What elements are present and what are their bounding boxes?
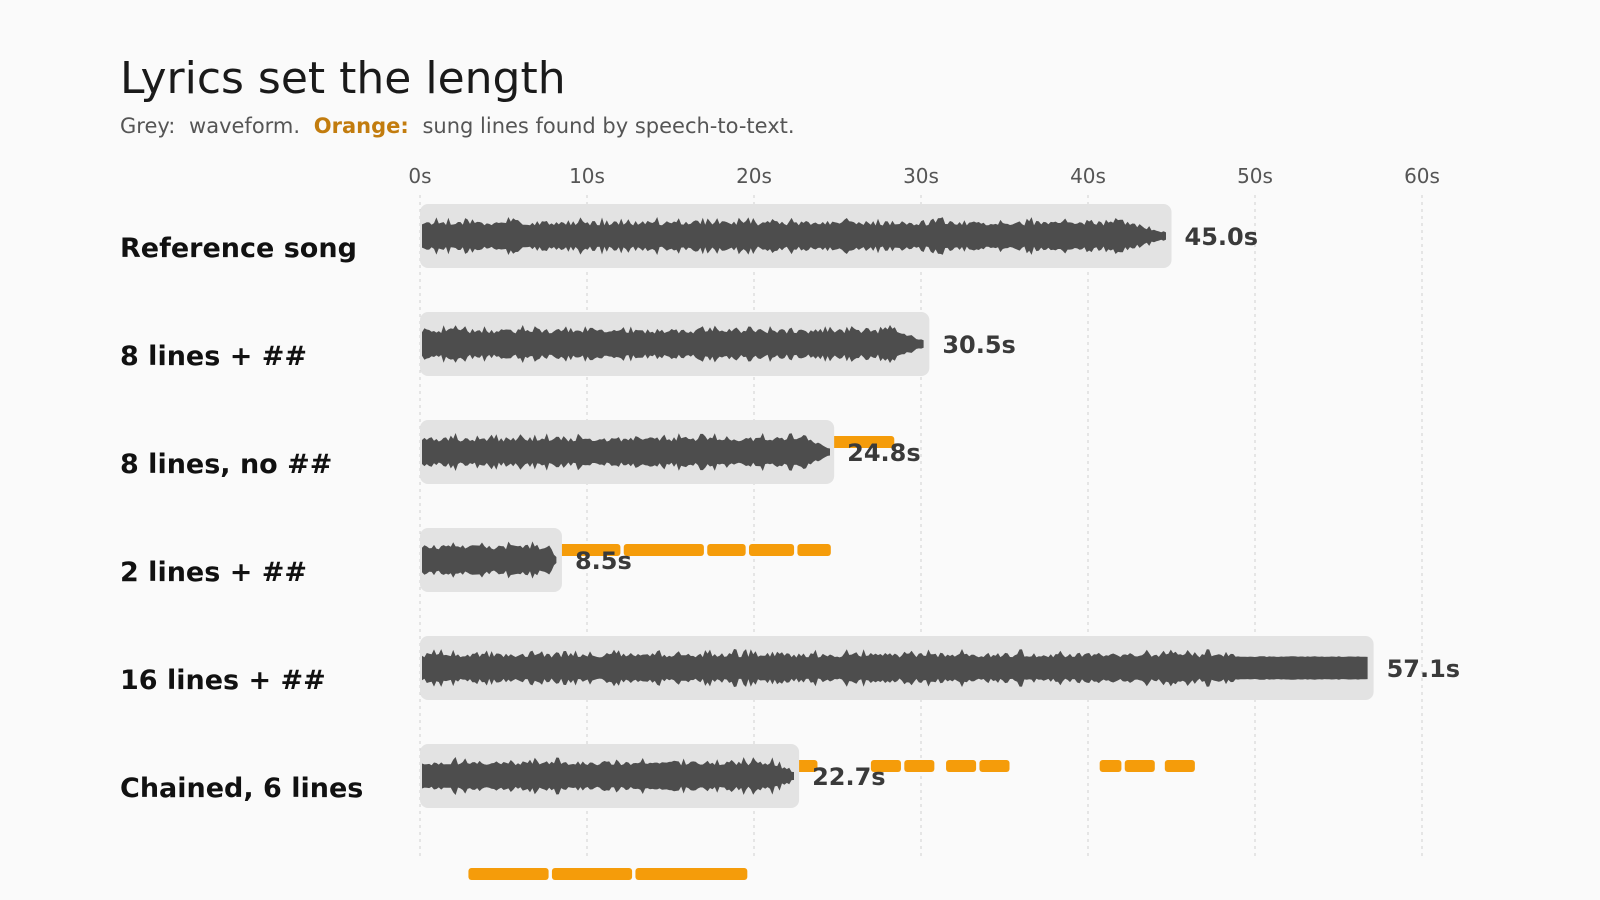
x-tick-label: 50s bbox=[1237, 164, 1273, 188]
sung-line-segment bbox=[822, 436, 895, 448]
waveform bbox=[422, 325, 924, 363]
x-tick-label: 0s bbox=[408, 164, 431, 188]
sung-line-segment bbox=[979, 760, 1010, 772]
sung-line-segment bbox=[1164, 760, 1195, 772]
waveform bbox=[422, 217, 1166, 255]
duration-label: 57.1s bbox=[1387, 655, 1461, 683]
x-tick-label: 30s bbox=[903, 164, 939, 188]
x-tick-label: 20s bbox=[736, 164, 772, 188]
waveform bbox=[422, 541, 557, 579]
sung-line-segment bbox=[707, 544, 746, 556]
waveform bbox=[422, 649, 1368, 687]
row-group: Reference song 45.0s bbox=[120, 204, 1258, 268]
sung-line-segment bbox=[797, 544, 831, 556]
sung-line-segment bbox=[870, 760, 901, 772]
x-tick-label: 10s bbox=[569, 164, 605, 188]
duration-label: 22.7s bbox=[812, 763, 886, 791]
row-label: 8 lines, no ## bbox=[120, 449, 332, 480]
row-label: Chained, 6 lines bbox=[120, 773, 363, 804]
subtitle-orange-key: Orange: bbox=[314, 114, 409, 138]
row-label: 2 lines + ## bbox=[120, 557, 307, 588]
sung-line-segment bbox=[1099, 760, 1122, 772]
row-label: 8 lines + ## bbox=[120, 341, 307, 372]
row-label: Reference song bbox=[120, 233, 357, 264]
row-label: 16 lines + ## bbox=[120, 665, 326, 696]
x-tick-label: 40s bbox=[1070, 164, 1106, 188]
duration-label: 8.5s bbox=[575, 547, 632, 575]
subtitle-grey-key: Grey: bbox=[120, 114, 175, 138]
grid-lines bbox=[419, 195, 1423, 856]
rows: Reference song 45.0s 8 lines + ## 30.5s 8 li… bbox=[120, 204, 1460, 880]
subtitle-grey-desc: waveform. bbox=[189, 114, 300, 138]
duration-label: 45.0s bbox=[1185, 223, 1259, 251]
waveform bbox=[422, 757, 794, 795]
sung-line-segment bbox=[623, 544, 704, 556]
sung-line-segment bbox=[946, 760, 977, 772]
waveform bbox=[422, 433, 830, 471]
sung-line-segment bbox=[551, 868, 633, 880]
sung-line-segment bbox=[635, 868, 748, 880]
x-tick-label: 60s bbox=[1404, 164, 1440, 188]
sung-line-segment bbox=[555, 544, 621, 556]
sung-line-segment bbox=[468, 868, 549, 880]
subtitle-orange-desc: sung lines found by speech-to-text. bbox=[422, 114, 794, 138]
x-axis: 0s 10s 20s 30s 40s 50s 60s bbox=[408, 164, 1440, 188]
chart-subtitle: Grey: waveform. Orange: sung lines found… bbox=[120, 114, 795, 138]
chart-title: Lyrics set the length bbox=[120, 53, 566, 104]
duration-label: 30.5s bbox=[942, 331, 1016, 359]
sung-line-segment bbox=[904, 760, 935, 772]
sung-line-segment bbox=[748, 544, 795, 556]
duration-label: 24.8s bbox=[847, 439, 921, 467]
sung-line-segment bbox=[1124, 760, 1155, 772]
row-group: Chained, 6 lines 22.7s bbox=[120, 744, 886, 880]
